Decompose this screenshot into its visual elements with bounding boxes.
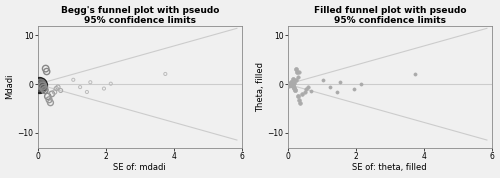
Point [46, 101, 54, 104]
Point [76, 86, 84, 88]
Point [288, 85, 296, 88]
Point [37, 83, 45, 86]
Point [50, 91, 58, 93]
Point [42, 70, 50, 73]
Point [38, 84, 46, 87]
Point [294, 75, 302, 78]
Point [44, 95, 52, 98]
Point [36, 83, 44, 86]
Point [302, 87, 310, 90]
Y-axis label: Theta, filled: Theta, filled [256, 62, 264, 112]
Point [286, 83, 294, 86]
Title: Filled funnel plot with pseudo
95% confidence limits: Filled funnel plot with pseudo 95% confi… [314, 6, 466, 25]
Point [287, 83, 295, 86]
Point [162, 72, 170, 75]
Point [42, 67, 50, 70]
Point [56, 89, 64, 92]
Point [290, 89, 298, 91]
Point [306, 89, 314, 92]
X-axis label: SE of: mdadi: SE of: mdadi [114, 163, 166, 172]
X-axis label: SE of: theta, filled: SE of: theta, filled [352, 163, 427, 172]
Point [336, 81, 344, 84]
Point [412, 72, 420, 75]
Point [40, 87, 48, 90]
Point [292, 70, 300, 73]
Point [288, 84, 296, 87]
Point [294, 95, 302, 98]
Point [285, 83, 293, 86]
Y-axis label: Mdadi: Mdadi [6, 74, 15, 99]
Point [304, 86, 312, 88]
Point [292, 67, 300, 70]
Point [350, 87, 358, 90]
Point [52, 87, 60, 90]
Point [54, 86, 62, 88]
Point [86, 81, 94, 84]
Point [300, 91, 308, 93]
Point [292, 79, 300, 82]
Point [296, 101, 304, 104]
Point [40, 89, 48, 91]
Point [107, 82, 115, 85]
Point [38, 85, 46, 88]
Point [290, 87, 298, 90]
Point [333, 91, 341, 93]
Point [296, 71, 304, 74]
Point [45, 98, 53, 101]
Point [70, 78, 78, 81]
Point [287, 80, 295, 83]
Point [295, 98, 303, 101]
Point [326, 86, 334, 88]
Point [357, 82, 365, 85]
Point [35, 83, 43, 86]
Point [298, 93, 306, 95]
Point [100, 87, 108, 90]
Point [288, 78, 296, 81]
Title: Begg's funnel plot with pseudo
95% confidence limits: Begg's funnel plot with pseudo 95% confi… [60, 6, 219, 25]
Point [83, 91, 91, 93]
Point [290, 81, 298, 84]
Point [48, 93, 56, 95]
Point [320, 78, 328, 81]
